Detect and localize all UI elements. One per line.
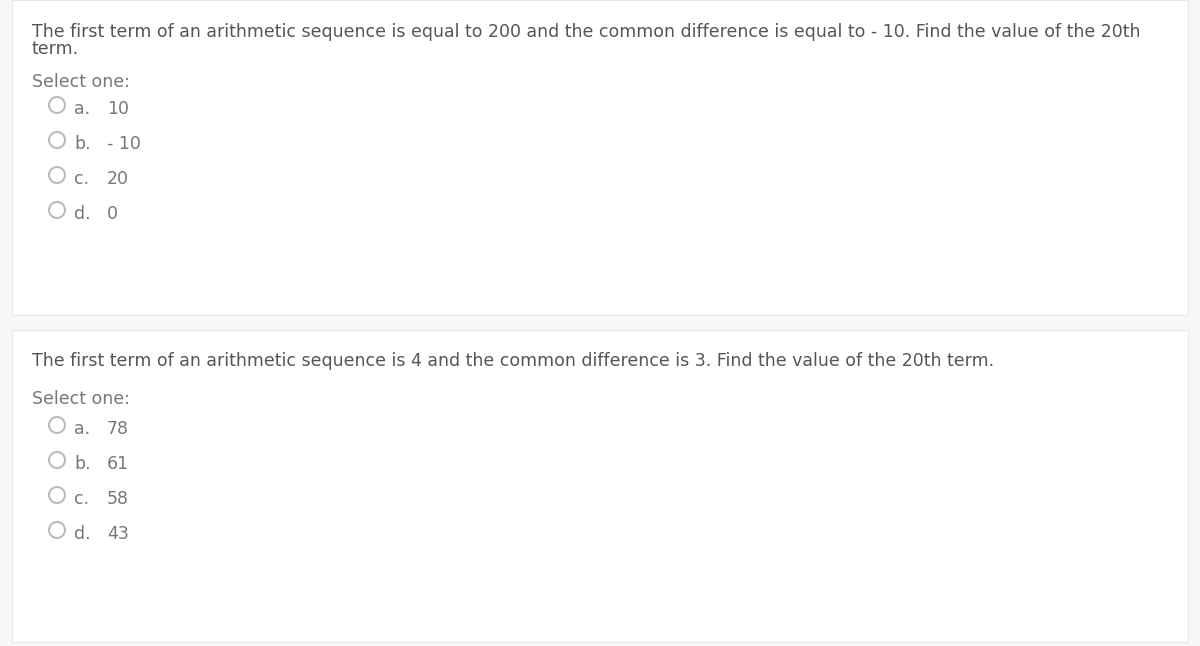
Text: b.: b. — [74, 135, 91, 153]
Text: The first term of an arithmetic sequence is 4 and the common difference is 3. Fi: The first term of an arithmetic sequence… — [32, 352, 994, 370]
FancyBboxPatch shape — [12, 0, 1188, 315]
Text: 0: 0 — [107, 205, 118, 223]
Text: d.: d. — [74, 525, 91, 543]
Text: term.: term. — [32, 40, 79, 58]
Text: c.: c. — [74, 170, 89, 188]
Text: a.: a. — [74, 100, 90, 118]
Text: b.: b. — [74, 455, 91, 473]
Text: 61: 61 — [107, 455, 130, 473]
Text: a.: a. — [74, 420, 90, 438]
Text: - 10: - 10 — [107, 135, 140, 153]
Text: 10: 10 — [107, 100, 130, 118]
Text: The first term of an arithmetic sequence is equal to 200 and the common differen: The first term of an arithmetic sequence… — [32, 23, 1140, 41]
Text: 20: 20 — [107, 170, 130, 188]
Text: 58: 58 — [107, 490, 130, 508]
FancyBboxPatch shape — [12, 330, 1188, 642]
Text: d.: d. — [74, 205, 91, 223]
Text: Select one:: Select one: — [32, 390, 130, 408]
Text: 43: 43 — [107, 525, 128, 543]
Text: c.: c. — [74, 490, 89, 508]
Text: 78: 78 — [107, 420, 130, 438]
Text: Select one:: Select one: — [32, 73, 130, 91]
